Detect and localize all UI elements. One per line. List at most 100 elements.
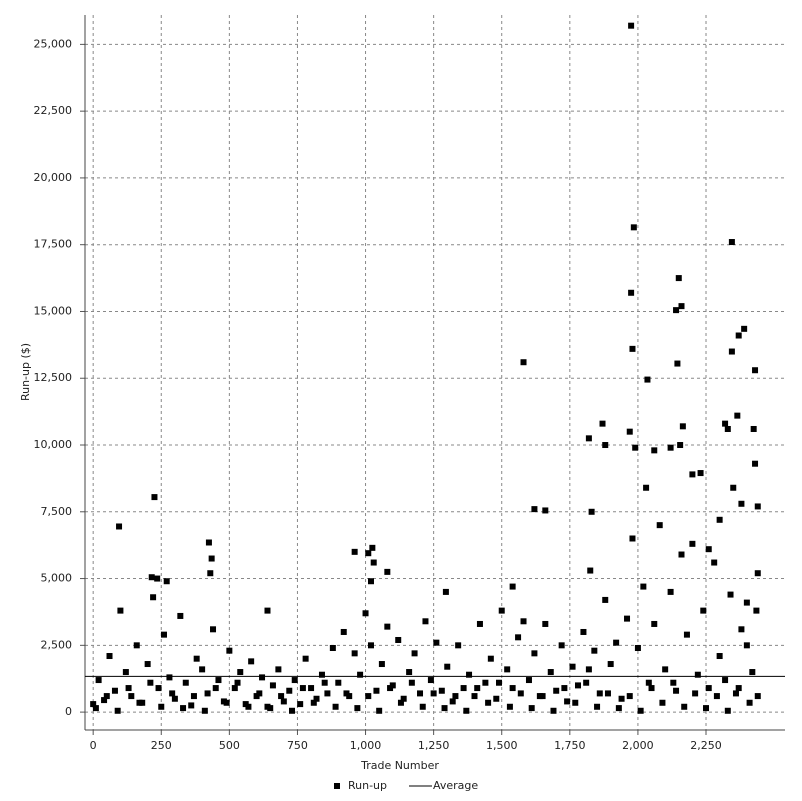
- x-tick-label: 0: [90, 739, 97, 752]
- point: [613, 639, 620, 646]
- point: [438, 687, 445, 694]
- point: [626, 428, 633, 435]
- point: [101, 697, 108, 704]
- point: [485, 699, 492, 706]
- point: [674, 360, 681, 367]
- point: [599, 420, 606, 427]
- point: [640, 583, 647, 590]
- point: [705, 546, 712, 553]
- point: [637, 707, 644, 714]
- point: [651, 447, 658, 454]
- point: [629, 535, 636, 542]
- point: [155, 685, 162, 692]
- point: [289, 707, 296, 714]
- point: [520, 359, 527, 366]
- x-tick-label: 1,250: [418, 739, 450, 752]
- point: [632, 444, 639, 451]
- point: [226, 647, 233, 654]
- point: [433, 639, 440, 646]
- point: [302, 655, 309, 662]
- point: [738, 500, 745, 507]
- x-tick-label: 2,000: [622, 739, 654, 752]
- point: [427, 677, 434, 684]
- point: [351, 548, 358, 555]
- point: [280, 698, 287, 705]
- point: [678, 303, 685, 310]
- point: [92, 705, 99, 712]
- point: [208, 555, 215, 562]
- point: [463, 707, 470, 714]
- point: [588, 508, 595, 515]
- point: [256, 690, 263, 697]
- point: [734, 412, 741, 419]
- point: [201, 707, 208, 714]
- point: [743, 642, 750, 649]
- point: [628, 22, 635, 29]
- point: [147, 679, 154, 686]
- point: [310, 699, 317, 706]
- point: [732, 690, 739, 697]
- point: [111, 687, 118, 694]
- legend-label: Run-up: [348, 779, 387, 792]
- point: [362, 610, 369, 617]
- point: [133, 642, 140, 649]
- point: [332, 703, 339, 710]
- point: [205, 539, 212, 546]
- point: [169, 690, 176, 697]
- point: [749, 669, 756, 676]
- point: [700, 607, 707, 614]
- point: [357, 671, 364, 678]
- point: [550, 707, 557, 714]
- point: [419, 703, 426, 710]
- x-tick-label: 1,000: [350, 739, 382, 752]
- point: [675, 275, 682, 282]
- point: [689, 471, 696, 478]
- point: [728, 239, 735, 246]
- point: [648, 685, 655, 692]
- point: [689, 540, 696, 547]
- point: [193, 655, 200, 662]
- point: [738, 626, 745, 633]
- point: [498, 607, 505, 614]
- point: [583, 679, 590, 686]
- point: [517, 690, 524, 697]
- point: [594, 703, 601, 710]
- x-axis-label: Trade Number: [360, 759, 439, 772]
- point: [154, 575, 161, 582]
- point: [591, 647, 598, 654]
- point: [624, 615, 631, 622]
- point: [150, 594, 157, 601]
- point: [117, 607, 124, 614]
- point: [441, 705, 448, 712]
- point: [188, 702, 195, 709]
- point: [408, 679, 415, 686]
- point: [662, 666, 669, 673]
- y-tick-label: 2,500: [41, 638, 73, 651]
- point: [493, 695, 500, 702]
- point: [128, 693, 135, 700]
- point: [553, 687, 560, 694]
- point: [678, 551, 685, 558]
- point: [754, 503, 761, 510]
- point: [449, 698, 456, 705]
- point: [411, 650, 418, 657]
- point: [724, 425, 731, 432]
- point: [369, 544, 376, 551]
- point: [297, 701, 304, 708]
- point: [148, 574, 155, 581]
- point: [683, 631, 690, 638]
- point: [574, 682, 581, 689]
- point: [520, 618, 527, 625]
- point: [343, 690, 350, 697]
- point: [417, 690, 424, 697]
- point: [558, 642, 565, 649]
- point: [746, 699, 753, 706]
- point: [750, 425, 757, 432]
- point: [506, 703, 513, 710]
- x-tick-label: 2,250: [690, 739, 722, 752]
- point: [572, 699, 579, 706]
- point: [387, 685, 394, 692]
- point: [752, 367, 759, 374]
- y-tick-label: 15,000: [34, 304, 73, 317]
- point: [452, 693, 459, 700]
